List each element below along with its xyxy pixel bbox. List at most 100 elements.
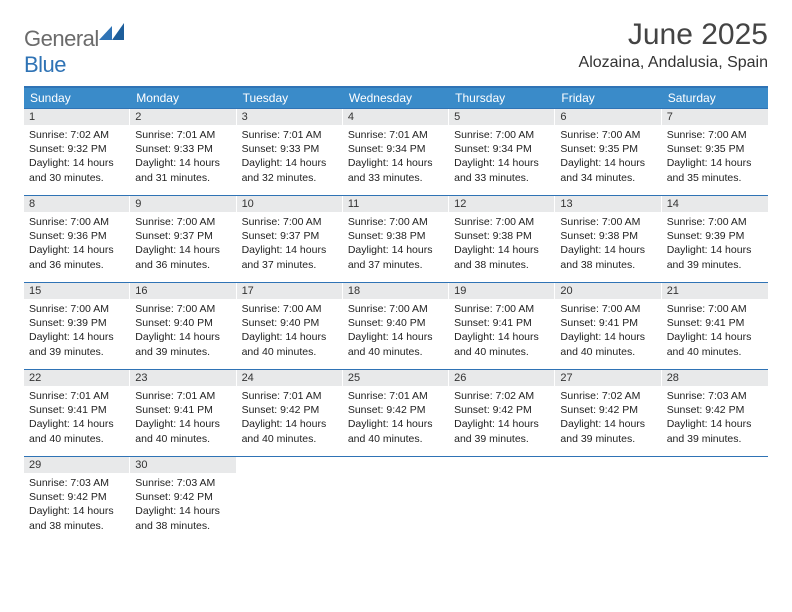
day-details: Sunrise: 7:00 AMSunset: 9:41 PMDaylight:… [449, 299, 555, 359]
calendar-day [662, 457, 768, 543]
day-number: 27 [555, 370, 661, 386]
sunrise-line: Sunrise: 7:00 AM [242, 215, 338, 229]
daylight-line: Daylight: 14 hours and 38 minutes. [29, 504, 125, 532]
calendar-day: 14Sunrise: 7:00 AMSunset: 9:39 PMDayligh… [662, 196, 768, 282]
calendar-day: 23Sunrise: 7:01 AMSunset: 9:41 PMDayligh… [130, 370, 236, 456]
sunset-line: Sunset: 9:39 PM [667, 229, 763, 243]
sunset-line: Sunset: 9:33 PM [135, 142, 231, 156]
brand-mark-icon [99, 20, 125, 38]
daylight-line: Daylight: 14 hours and 36 minutes. [135, 243, 231, 271]
page-header: GeneralBlue June 2025 Alozaina, Andalusi… [24, 18, 768, 78]
calendar-day: 22Sunrise: 7:01 AMSunset: 9:41 PMDayligh… [24, 370, 130, 456]
daylight-line: Daylight: 14 hours and 38 minutes. [560, 243, 656, 271]
daylight-line: Daylight: 14 hours and 38 minutes. [454, 243, 550, 271]
daylight-line: Daylight: 14 hours and 40 minutes. [29, 417, 125, 445]
day-details: Sunrise: 7:00 AMSunset: 9:35 PMDaylight:… [555, 125, 661, 185]
sunset-line: Sunset: 9:41 PM [29, 403, 125, 417]
weeks-container: 1Sunrise: 7:02 AMSunset: 9:32 PMDaylight… [24, 108, 768, 543]
daylight-line: Daylight: 14 hours and 39 minutes. [560, 417, 656, 445]
calendar-day: 4Sunrise: 7:01 AMSunset: 9:34 PMDaylight… [343, 109, 449, 195]
calendar-day: 30Sunrise: 7:03 AMSunset: 9:42 PMDayligh… [130, 457, 236, 543]
daylight-line: Daylight: 14 hours and 39 minutes. [135, 330, 231, 358]
sunrise-line: Sunrise: 7:00 AM [29, 215, 125, 229]
sunset-line: Sunset: 9:41 PM [454, 316, 550, 330]
calendar-day [555, 457, 661, 543]
sunset-line: Sunset: 9:41 PM [560, 316, 656, 330]
day-details: Sunrise: 7:00 AMSunset: 9:40 PMDaylight:… [130, 299, 236, 359]
sunset-line: Sunset: 9:41 PM [667, 316, 763, 330]
title-block: June 2025 Alozaina, Andalusia, Spain [579, 18, 768, 72]
day-number: 19 [449, 283, 555, 299]
calendar-day: 24Sunrise: 7:01 AMSunset: 9:42 PMDayligh… [237, 370, 343, 456]
calendar-day: 28Sunrise: 7:03 AMSunset: 9:42 PMDayligh… [662, 370, 768, 456]
day-details: Sunrise: 7:00 AMSunset: 9:38 PMDaylight:… [555, 212, 661, 272]
sunrise-line: Sunrise: 7:00 AM [560, 215, 656, 229]
weekday-header: Sunday [24, 88, 130, 108]
weekday-header: Saturday [662, 88, 768, 108]
calendar-day [237, 457, 343, 543]
sunrise-line: Sunrise: 7:01 AM [135, 128, 231, 142]
daylight-line: Daylight: 14 hours and 36 minutes. [29, 243, 125, 271]
day-number: 14 [662, 196, 768, 212]
day-number: 5 [449, 109, 555, 125]
daylight-line: Daylight: 14 hours and 39 minutes. [667, 243, 763, 271]
calendar-day: 13Sunrise: 7:00 AMSunset: 9:38 PMDayligh… [555, 196, 661, 282]
calendar-day: 20Sunrise: 7:00 AMSunset: 9:41 PMDayligh… [555, 283, 661, 369]
calendar-day: 9Sunrise: 7:00 AMSunset: 9:37 PMDaylight… [130, 196, 236, 282]
day-details: Sunrise: 7:02 AMSunset: 9:32 PMDaylight:… [24, 125, 130, 185]
calendar-page: GeneralBlue June 2025 Alozaina, Andalusi… [0, 0, 792, 543]
calendar-day: 5Sunrise: 7:00 AMSunset: 9:34 PMDaylight… [449, 109, 555, 195]
day-details: Sunrise: 7:00 AMSunset: 9:39 PMDaylight:… [662, 212, 768, 272]
sunset-line: Sunset: 9:40 PM [348, 316, 444, 330]
day-number: 22 [24, 370, 130, 386]
sunrise-line: Sunrise: 7:03 AM [667, 389, 763, 403]
calendar-day: 27Sunrise: 7:02 AMSunset: 9:42 PMDayligh… [555, 370, 661, 456]
day-number: 26 [449, 370, 555, 386]
sunrise-line: Sunrise: 7:03 AM [29, 476, 125, 490]
day-details: Sunrise: 7:00 AMSunset: 9:39 PMDaylight:… [24, 299, 130, 359]
daylight-line: Daylight: 14 hours and 35 minutes. [667, 156, 763, 184]
sunrise-line: Sunrise: 7:02 AM [29, 128, 125, 142]
calendar-day: 21Sunrise: 7:00 AMSunset: 9:41 PMDayligh… [662, 283, 768, 369]
calendar-day: 16Sunrise: 7:00 AMSunset: 9:40 PMDayligh… [130, 283, 236, 369]
sunset-line: Sunset: 9:38 PM [348, 229, 444, 243]
sunset-line: Sunset: 9:34 PM [454, 142, 550, 156]
sunset-line: Sunset: 9:38 PM [560, 229, 656, 243]
day-details: Sunrise: 7:00 AMSunset: 9:36 PMDaylight:… [24, 212, 130, 272]
daylight-line: Daylight: 14 hours and 40 minutes. [348, 330, 444, 358]
day-number: 2 [130, 109, 236, 125]
day-number: 28 [662, 370, 768, 386]
sunset-line: Sunset: 9:37 PM [242, 229, 338, 243]
daylight-line: Daylight: 14 hours and 37 minutes. [348, 243, 444, 271]
day-details: Sunrise: 7:00 AMSunset: 9:35 PMDaylight:… [662, 125, 768, 185]
calendar-day: 12Sunrise: 7:00 AMSunset: 9:38 PMDayligh… [449, 196, 555, 282]
daylight-line: Daylight: 14 hours and 39 minutes. [454, 417, 550, 445]
day-number: 23 [130, 370, 236, 386]
sunrise-line: Sunrise: 7:00 AM [560, 128, 656, 142]
sunset-line: Sunset: 9:42 PM [348, 403, 444, 417]
day-number: 8 [24, 196, 130, 212]
weekday-header: Monday [130, 88, 236, 108]
calendar-day: 3Sunrise: 7:01 AMSunset: 9:33 PMDaylight… [237, 109, 343, 195]
calendar-week: 1Sunrise: 7:02 AMSunset: 9:32 PMDaylight… [24, 108, 768, 195]
calendar-day [343, 457, 449, 543]
day-details: Sunrise: 7:00 AMSunset: 9:34 PMDaylight:… [449, 125, 555, 185]
sunset-line: Sunset: 9:40 PM [242, 316, 338, 330]
day-details: Sunrise: 7:01 AMSunset: 9:41 PMDaylight:… [130, 386, 236, 446]
daylight-line: Daylight: 14 hours and 40 minutes. [242, 417, 338, 445]
day-number: 20 [555, 283, 661, 299]
sunrise-line: Sunrise: 7:00 AM [454, 215, 550, 229]
day-details: Sunrise: 7:00 AMSunset: 9:37 PMDaylight:… [130, 212, 236, 272]
daylight-line: Daylight: 14 hours and 40 minutes. [667, 330, 763, 358]
sunset-line: Sunset: 9:35 PM [560, 142, 656, 156]
day-number: 11 [343, 196, 449, 212]
calendar-day: 10Sunrise: 7:00 AMSunset: 9:37 PMDayligh… [237, 196, 343, 282]
sunrise-line: Sunrise: 7:00 AM [242, 302, 338, 316]
calendar-day [449, 457, 555, 543]
sunset-line: Sunset: 9:35 PM [667, 142, 763, 156]
day-number [343, 457, 449, 473]
daylight-line: Daylight: 14 hours and 39 minutes. [29, 330, 125, 358]
day-number: 9 [130, 196, 236, 212]
calendar-week: 15Sunrise: 7:00 AMSunset: 9:39 PMDayligh… [24, 282, 768, 369]
day-details: Sunrise: 7:00 AMSunset: 9:38 PMDaylight:… [449, 212, 555, 272]
